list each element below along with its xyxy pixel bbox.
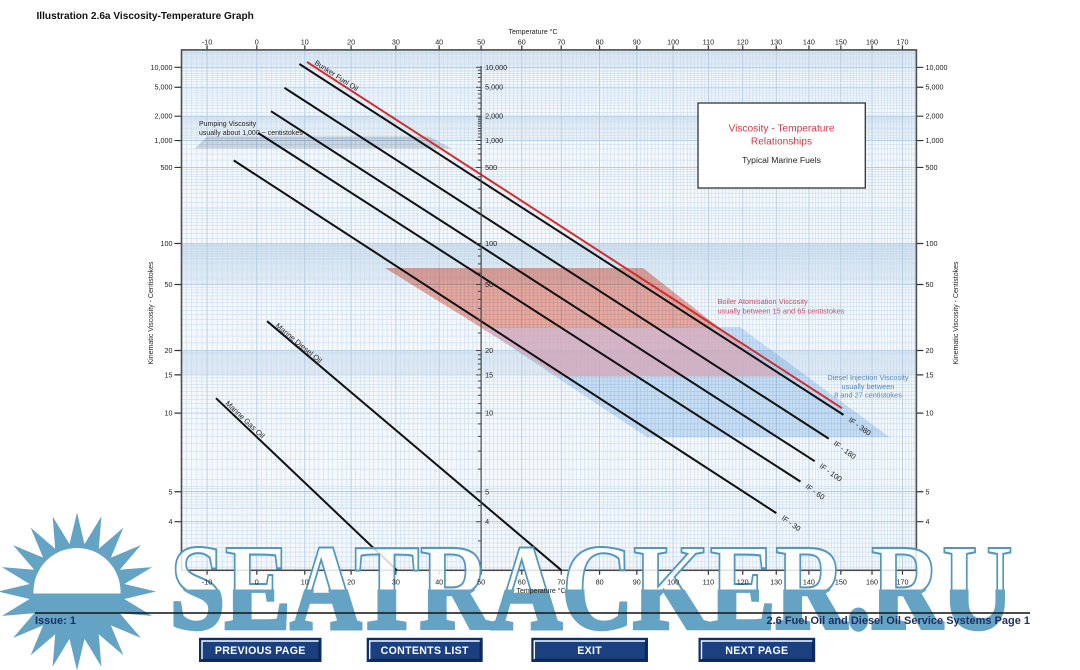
- svg-text:4: 4: [926, 517, 930, 526]
- svg-text:40: 40: [435, 578, 443, 587]
- svg-text:0: 0: [255, 578, 259, 587]
- svg-text:120: 120: [737, 578, 749, 587]
- svg-text:2,000: 2,000: [485, 112, 503, 121]
- svg-text:70: 70: [557, 578, 565, 587]
- svg-text:160: 160: [866, 38, 878, 47]
- svg-text:2,000: 2,000: [926, 112, 944, 121]
- svg-text:5: 5: [926, 487, 930, 496]
- svg-text:usually between: usually between: [841, 382, 894, 391]
- svg-text:10,000: 10,000: [151, 63, 173, 72]
- svg-text:0: 0: [255, 38, 259, 47]
- svg-text:5,000: 5,000: [155, 83, 173, 92]
- svg-text:50: 50: [477, 38, 485, 47]
- svg-text:130: 130: [770, 578, 782, 587]
- svg-text:20: 20: [926, 346, 934, 355]
- svg-text:Viscosity - Temperature: Viscosity - Temperature: [728, 124, 834, 135]
- svg-text:100: 100: [161, 239, 173, 248]
- svg-text:60: 60: [518, 38, 526, 47]
- svg-text:Kinematic Viscosity - Centisto: Kinematic Viscosity - Centistokes: [953, 261, 960, 364]
- svg-text:60: 60: [518, 578, 526, 587]
- svg-text:90: 90: [633, 578, 641, 587]
- svg-text:1,000: 1,000: [926, 136, 944, 145]
- svg-text:usually about 1,000 ~ centisto: usually about 1,000 ~ centistokes: [199, 130, 303, 137]
- svg-text:15: 15: [926, 370, 934, 379]
- svg-text:-10: -10: [202, 38, 212, 47]
- svg-text:150: 150: [835, 38, 847, 47]
- svg-text:80: 80: [596, 578, 604, 587]
- svg-text:100: 100: [667, 38, 679, 47]
- svg-text:15: 15: [485, 370, 493, 379]
- svg-text:Kinematic Viscosity - Centisto: Kinematic Viscosity - Centistokes: [148, 261, 155, 364]
- svg-text:Typical Marine Fuels: Typical Marine Fuels: [742, 155, 821, 165]
- svg-text:Boiler Atomisation Viscosity: Boiler Atomisation Viscosity: [718, 297, 809, 306]
- svg-text:100: 100: [485, 239, 497, 248]
- svg-text:10,000: 10,000: [485, 63, 507, 72]
- svg-text:30: 30: [392, 578, 400, 587]
- svg-text:4: 4: [169, 517, 173, 526]
- svg-text:50: 50: [926, 280, 934, 289]
- svg-text:20: 20: [347, 38, 355, 47]
- svg-text:15: 15: [165, 370, 173, 379]
- svg-text:20: 20: [165, 346, 173, 355]
- svg-text:500: 500: [485, 163, 497, 172]
- svg-text:500: 500: [926, 163, 938, 172]
- svg-text:10,000: 10,000: [926, 63, 948, 72]
- svg-text:130: 130: [770, 38, 782, 47]
- svg-text:NEXT PAGE: NEXT PAGE: [725, 645, 788, 657]
- svg-text:10: 10: [165, 409, 173, 418]
- svg-text:120: 120: [737, 38, 749, 47]
- svg-text:Temperature °C: Temperature °C: [508, 28, 557, 36]
- svg-text:8 and 27 centistokes: 8 and 27 centistokes: [834, 391, 902, 400]
- svg-text:40: 40: [435, 38, 443, 47]
- svg-text:Relationships: Relationships: [751, 137, 812, 148]
- svg-text:Diesel Injection Viscosity: Diesel Injection Viscosity: [827, 373, 909, 382]
- svg-text:CONTENTS LIST: CONTENTS LIST: [381, 645, 469, 657]
- svg-text:170: 170: [897, 578, 909, 587]
- svg-text:5,000: 5,000: [485, 83, 503, 92]
- svg-text:2.6 Fuel Oil and Diesel Oil Se: 2.6 Fuel Oil and Diesel Oil Service Syst…: [766, 615, 1030, 627]
- svg-text:4: 4: [485, 517, 489, 526]
- svg-text:1,000: 1,000: [155, 136, 173, 145]
- svg-text:10: 10: [926, 409, 934, 418]
- svg-text:10: 10: [301, 578, 309, 587]
- svg-text:140: 140: [803, 38, 815, 47]
- svg-text:10: 10: [301, 38, 309, 47]
- svg-text:170: 170: [897, 38, 909, 47]
- svg-text:20: 20: [347, 578, 355, 587]
- svg-text:PREVIOUS PAGE: PREVIOUS PAGE: [215, 645, 306, 657]
- svg-text:5,000: 5,000: [926, 83, 944, 92]
- svg-text:50: 50: [477, 578, 485, 587]
- svg-text:SEATRACKER.RU: SEATRACKER.RU: [170, 520, 1013, 655]
- svg-text:5: 5: [169, 487, 173, 496]
- svg-text:30: 30: [392, 38, 400, 47]
- svg-text:110: 110: [703, 578, 714, 587]
- svg-text:100: 100: [667, 578, 679, 587]
- svg-text:140: 140: [803, 578, 815, 587]
- svg-text:Illustration 2.6a Viscosity-Te: Illustration 2.6a Viscosity-Temperature …: [37, 11, 254, 22]
- svg-text:90: 90: [633, 38, 641, 47]
- svg-text:20: 20: [485, 346, 493, 355]
- svg-text:160: 160: [866, 578, 878, 587]
- svg-text:110: 110: [703, 38, 714, 47]
- svg-text:-10: -10: [202, 578, 212, 587]
- svg-text:5: 5: [485, 487, 489, 496]
- svg-text:usually between 15 and 65 cent: usually between 15 and 65 centistokes: [718, 307, 845, 316]
- svg-text:100: 100: [926, 239, 938, 248]
- svg-text:Pumping Viscosity: Pumping Viscosity: [199, 121, 257, 128]
- svg-text:70: 70: [557, 38, 565, 47]
- svg-text:10: 10: [485, 409, 493, 418]
- svg-text:2,000: 2,000: [155, 112, 173, 121]
- svg-text:EXIT: EXIT: [577, 645, 602, 657]
- svg-text:80: 80: [596, 38, 604, 47]
- svg-text:50: 50: [485, 280, 493, 289]
- svg-text:500: 500: [161, 163, 173, 172]
- svg-text:150: 150: [835, 578, 847, 587]
- svg-text:50: 50: [165, 280, 173, 289]
- svg-text:Issue: 1: Issue: 1: [35, 615, 76, 627]
- svg-text:1,000: 1,000: [485, 136, 503, 145]
- svg-text:Temperature °C: Temperature °C: [516, 587, 565, 595]
